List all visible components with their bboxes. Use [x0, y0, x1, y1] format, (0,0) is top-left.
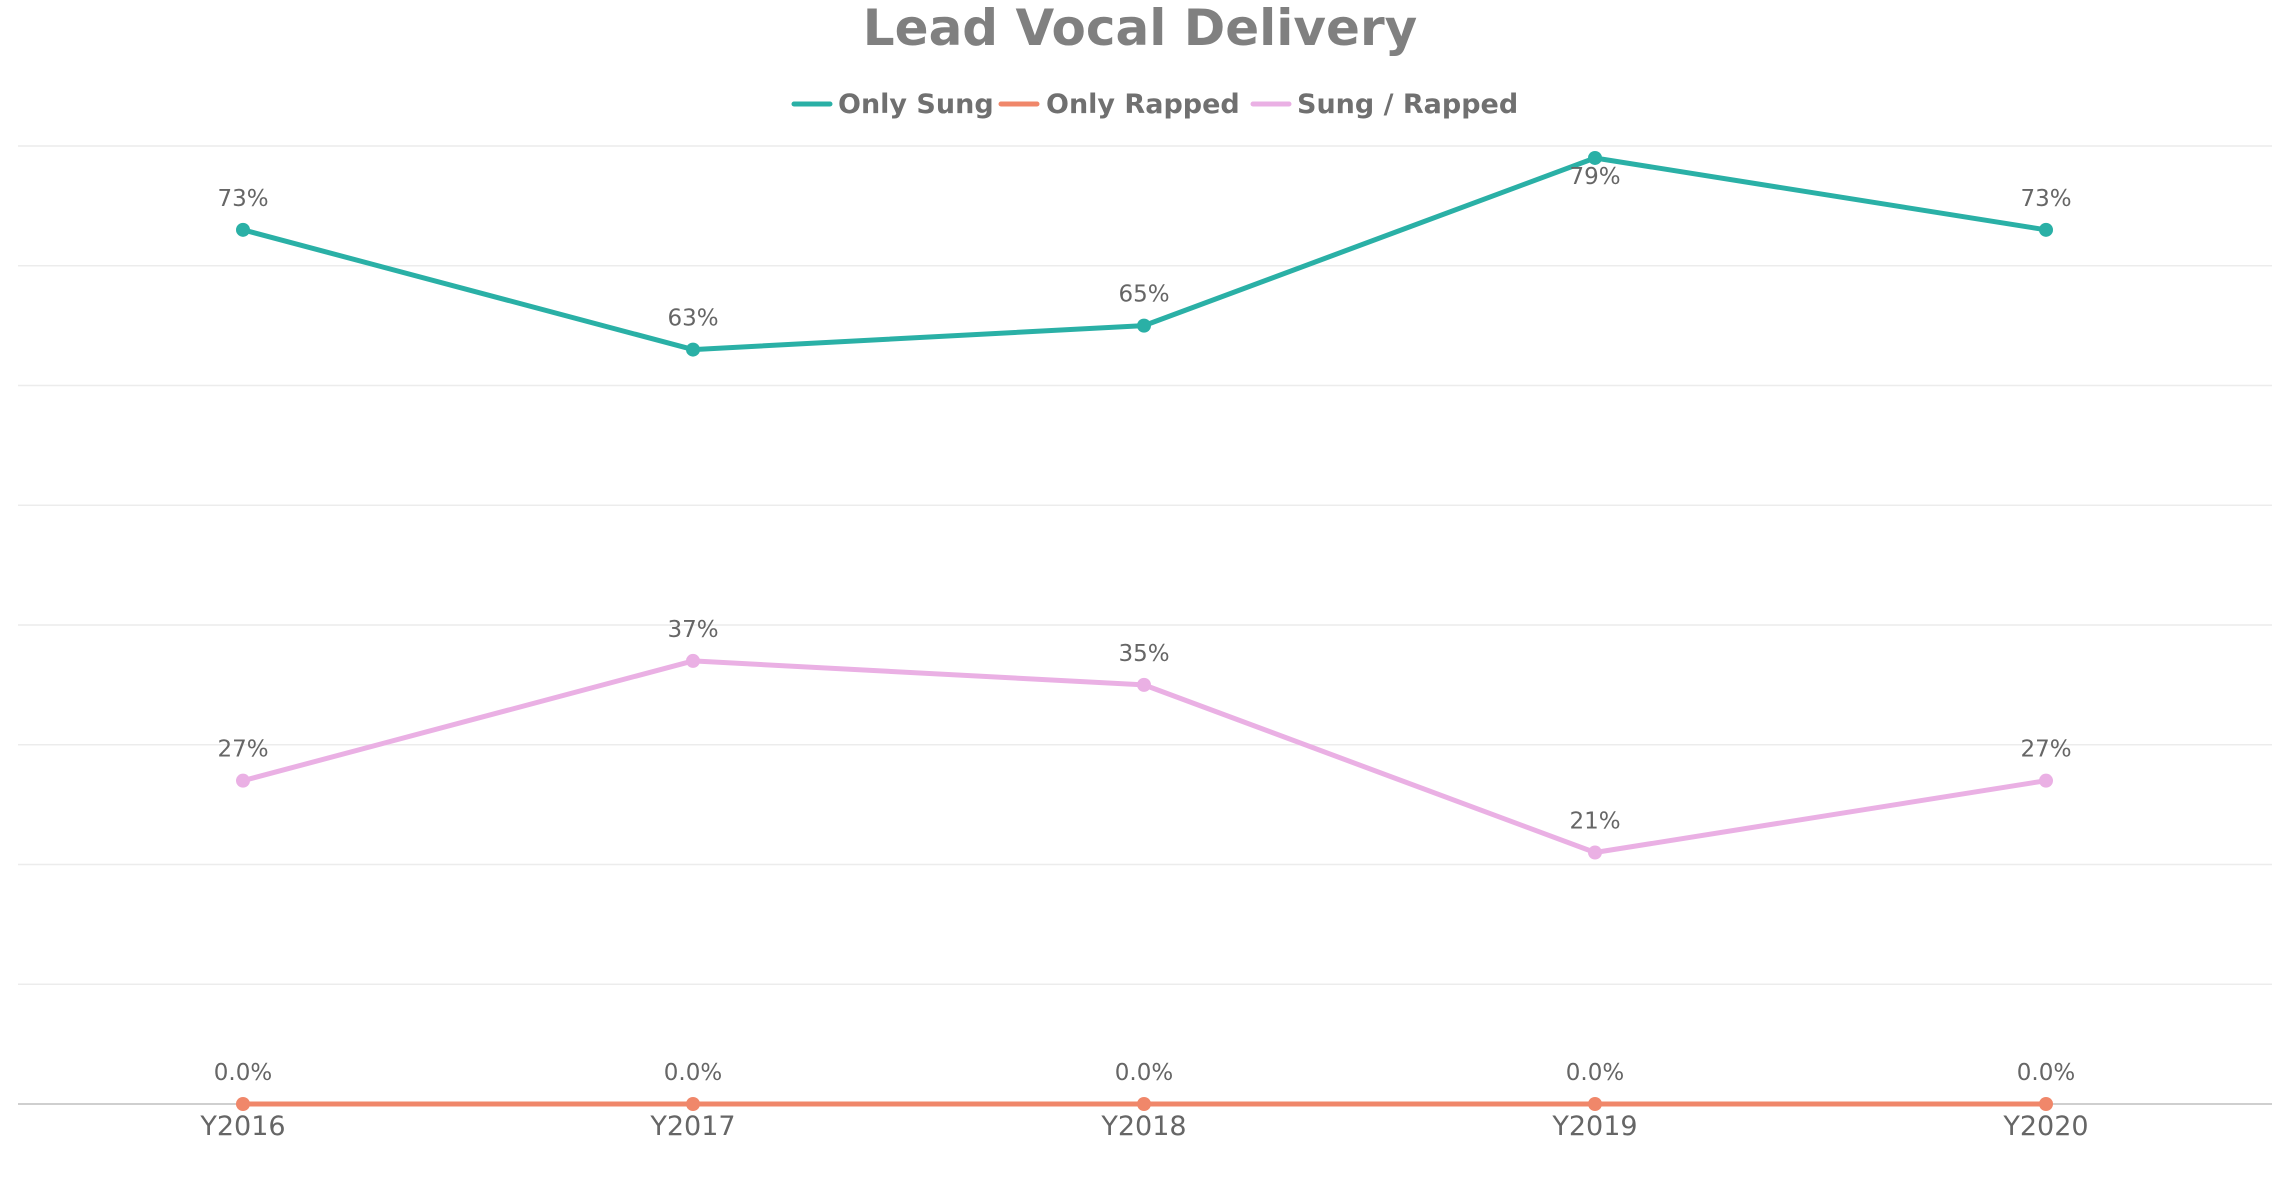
legend-label: Sung / Rapped — [1297, 89, 1518, 120]
legend-item-only-sung[interactable]: Only Sung — [791, 89, 994, 120]
x-tick-label: Y2016 — [199, 1111, 285, 1142]
x-tick-label: Y2019 — [1551, 1111, 1637, 1142]
data-label: 21% — [1569, 809, 1620, 835]
legend-item-sung-rapped[interactable]: Sung / Rapped — [1250, 89, 1518, 120]
series-sung-rapped: 27% 37% 35% 21% 27% — [217, 617, 2072, 860]
data-point[interactable] — [686, 1097, 700, 1111]
data-label: 0.0% — [214, 1060, 272, 1086]
data-point[interactable] — [2039, 222, 2053, 237]
data-point[interactable] — [1137, 318, 1151, 333]
data-label: 63% — [667, 306, 718, 332]
x-axis: Y2016 Y2017 Y2018 Y2019 Y2020 — [199, 1111, 2088, 1142]
data-point[interactable] — [686, 653, 700, 668]
data-point[interactable] — [236, 222, 250, 237]
series-group: 27%37%35%21%27%73%63%65%79%73%0.0% 0.0% 0.… — [214, 150, 2075, 1111]
data-label: 37% — [667, 617, 718, 643]
data-point[interactable] — [1588, 150, 1602, 165]
legend-item-only-rapped[interactable]: Only Rapped — [998, 89, 1240, 120]
data-label: 0.0% — [1566, 1060, 1624, 1086]
chart-title: Lead Vocal Delivery — [863, 0, 1417, 57]
data-point[interactable] — [1588, 845, 1602, 860]
data-point[interactable] — [2039, 773, 2053, 788]
data-label: 73% — [2020, 186, 2071, 212]
data-point[interactable] — [1137, 677, 1151, 692]
data-label: 79% — [1569, 164, 1620, 190]
data-point[interactable] — [1137, 1097, 1151, 1111]
data-label: 0.0% — [2017, 1060, 2075, 1086]
data-point[interactable] — [686, 342, 700, 357]
data-point[interactable] — [236, 1097, 250, 1111]
data-point[interactable] — [236, 773, 250, 788]
x-tick-label: Y2020 — [2002, 1111, 2088, 1142]
data-label: 35% — [1118, 641, 1169, 667]
legend: Only Sung Only Rapped Sung / Rapped — [791, 89, 1518, 120]
x-tick-label: Y2017 — [649, 1111, 735, 1142]
legend-label: Only Rapped — [1046, 89, 1240, 120]
data-label: 0.0% — [1115, 1060, 1173, 1086]
data-label: 0.0% — [664, 1060, 722, 1086]
legend-label: Only Sung — [838, 89, 994, 120]
series-only-sung: 73% 63% 65% 79% 73% — [217, 150, 2072, 357]
data-label: 27% — [2020, 737, 2071, 763]
series-only-rapped: 0.0% 0.0% 0.0% 0.0% 0.0% — [214, 1060, 2075, 1111]
data-label: 65% — [1118, 282, 1169, 308]
data-point[interactable] — [2039, 1097, 2053, 1111]
data-point[interactable] — [1588, 1097, 1602, 1111]
data-label: 73% — [217, 186, 268, 212]
data-label: 27% — [217, 737, 268, 763]
x-tick-label: Y2018 — [1100, 1111, 1186, 1142]
